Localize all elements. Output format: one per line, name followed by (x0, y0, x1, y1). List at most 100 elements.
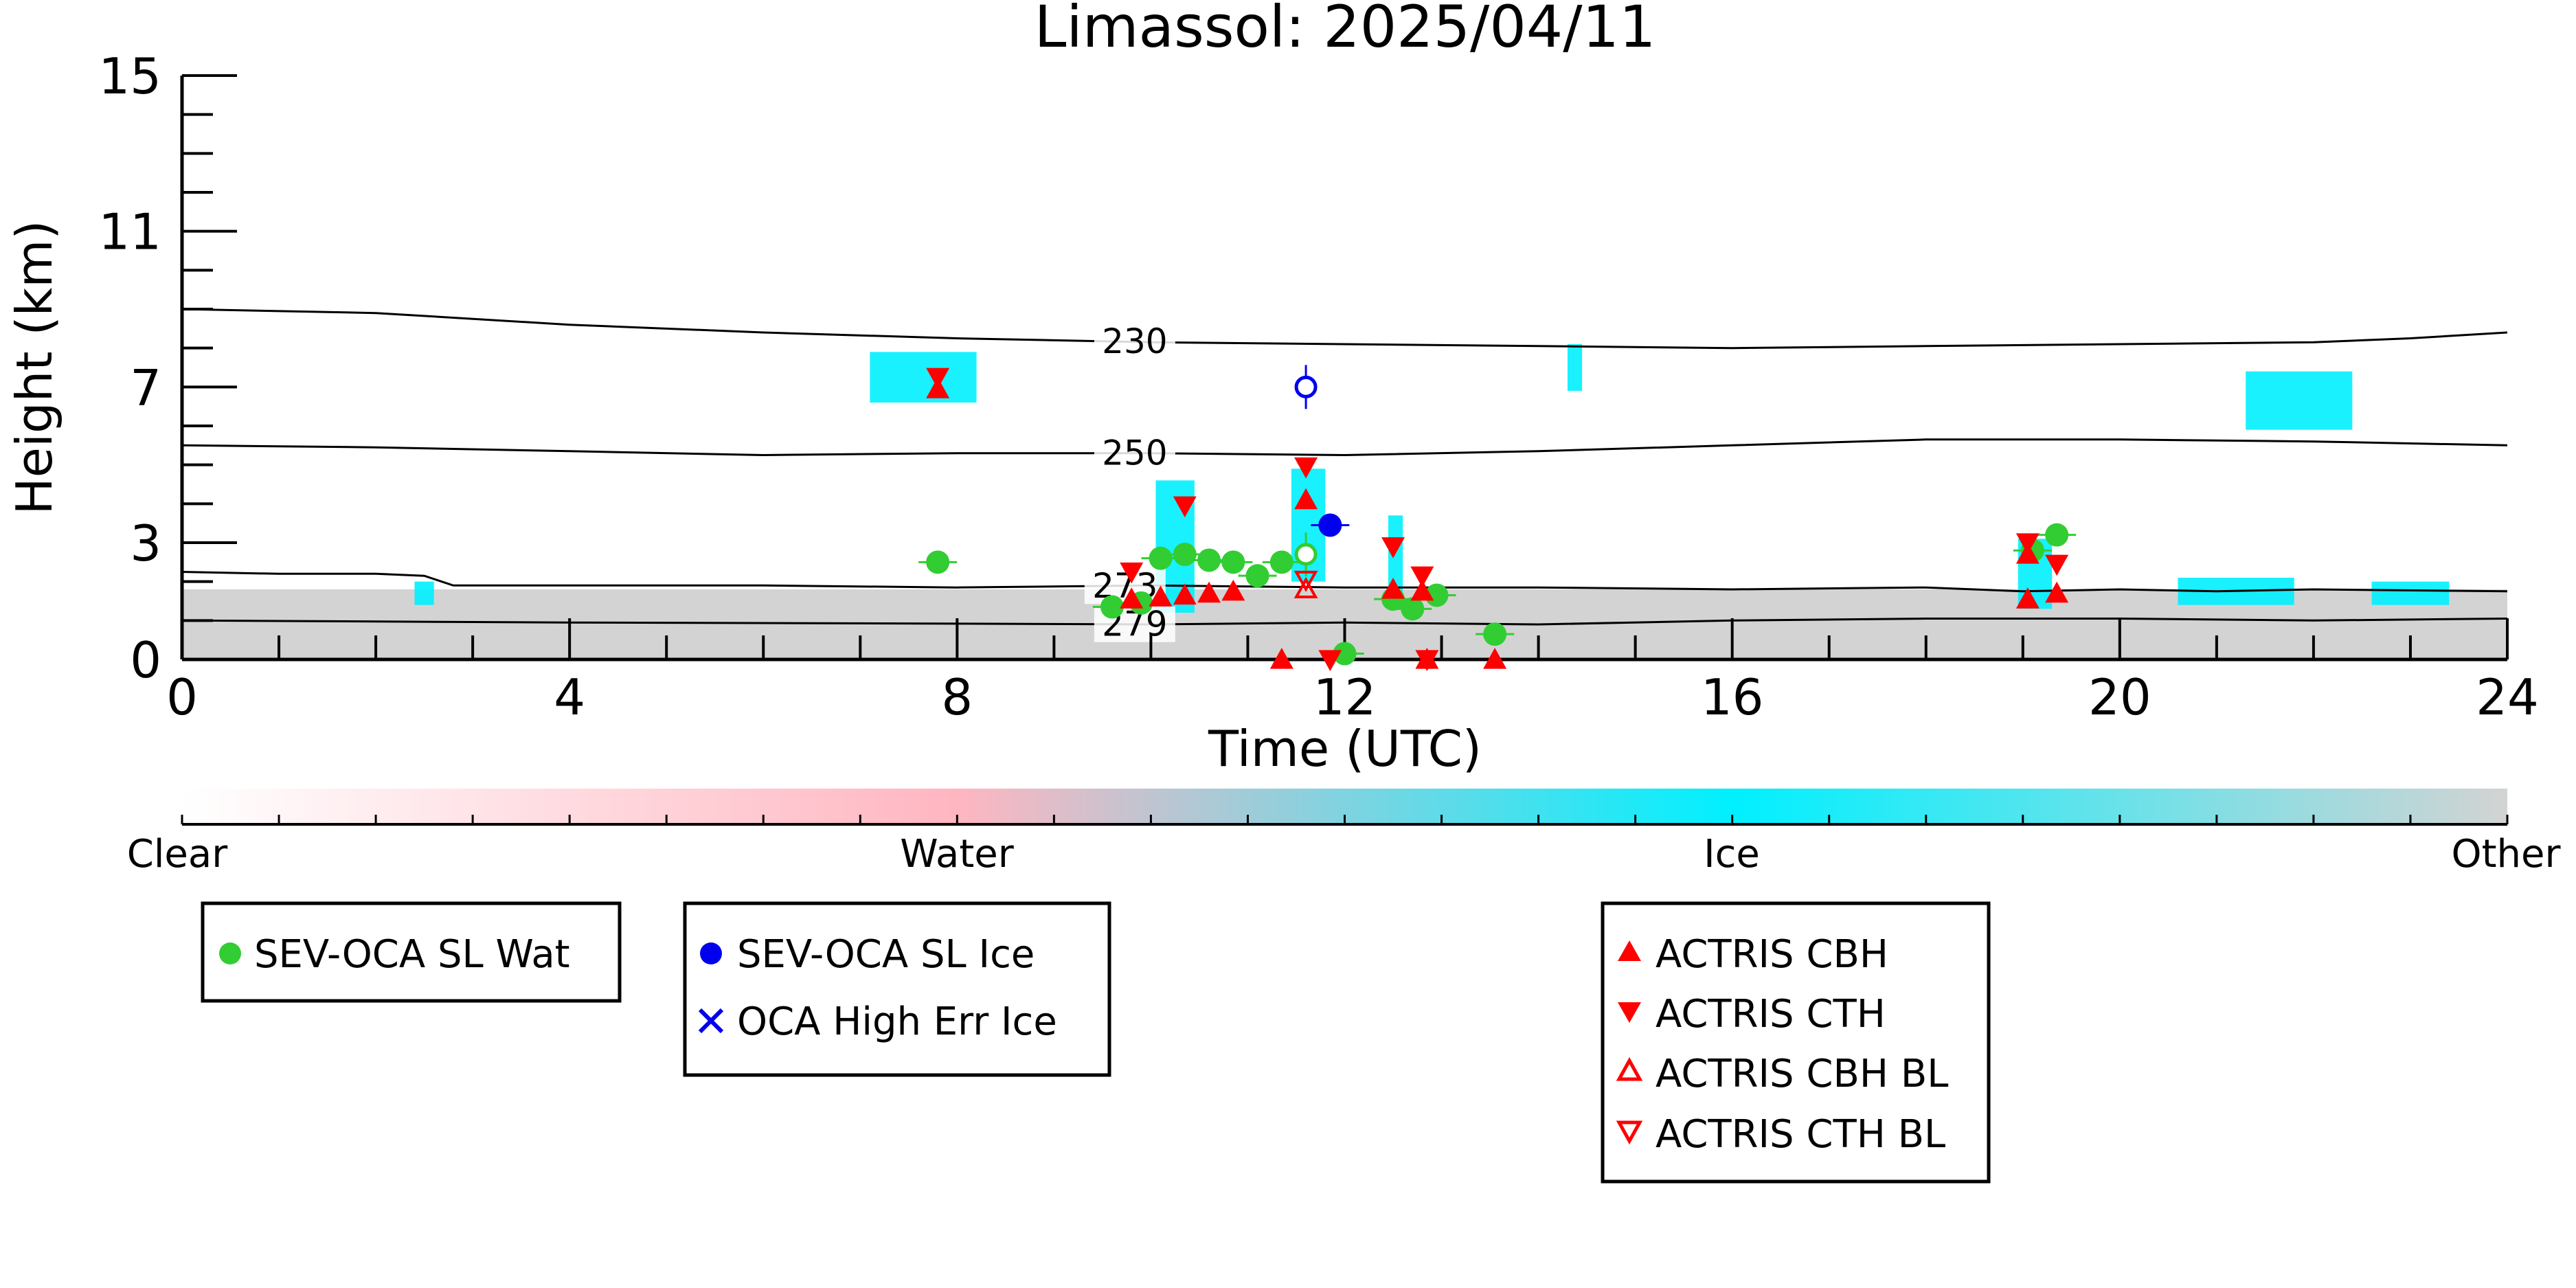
legend-sev-oca-ice: SEV-OCA SL Ice OCA High Err Ice (683, 901, 1111, 1077)
cloud-classification-field (182, 344, 2507, 659)
marker-filled-circle (1333, 642, 1357, 666)
y-tick-label: 7 (130, 359, 161, 416)
legend-box (683, 901, 1111, 1077)
marker-open-triangle-down (1293, 570, 1318, 592)
contour-label-bg (1094, 435, 1175, 471)
y-tick-label: 3 (130, 515, 161, 572)
marker-filled-circle (1100, 595, 1124, 619)
legend-label: ACTRIS CBH (1656, 932, 1888, 977)
legend-marker-triangle-up (1618, 940, 1641, 961)
legend-sev-oca-water: SEV-OCA SL Wat (201, 901, 622, 1003)
marker-triangle-down (926, 368, 950, 389)
legend-marker-open-triangle-down (1616, 1120, 1643, 1145)
marker-filled-circle (1245, 564, 1269, 588)
legend-box (1601, 901, 1991, 1184)
marker-triangle-down (2045, 554, 2069, 576)
legend-marker-filled-circle-green (219, 942, 241, 964)
marker-triangle-down (1318, 650, 1342, 671)
marker-filled-circle (1483, 622, 1507, 646)
legend-marker-open-triangle-up (1616, 1057, 1643, 1081)
marker-filled-circle (1318, 513, 1342, 537)
data-markers (918, 365, 2077, 671)
ice-cloud-patch (2371, 581, 2450, 605)
marker-triangle-down (1120, 562, 1144, 584)
marker-triangle-up (1221, 579, 1245, 601)
legend-label: OCA High Err Ice (737, 999, 1057, 1044)
legend-label: SEV-OCA SL Ice (737, 932, 1035, 977)
marker-filled-circle (1149, 546, 1173, 570)
marker-triangle-down (2015, 533, 2040, 554)
legend-marker-x-blue (698, 1008, 724, 1034)
x-tick-label: 4 (554, 668, 585, 726)
contour-label-bg (1084, 568, 1166, 605)
x-axis-label: Time (UTC) (1208, 720, 1482, 778)
marker-triangle-up (1483, 648, 1507, 669)
y-tick-label: 0 (130, 631, 161, 689)
legend-actris: ACTRIS CBH ACTRIS CTH ACTRIS CBH BL ACTR… (1601, 901, 1991, 1184)
ice-cloud-patch (1567, 344, 1583, 391)
chart-title: Limassol: 2025/04/11 (1035, 0, 1656, 60)
marker-open-triangle-up (1293, 576, 1318, 598)
marker-triangle-down (1415, 650, 1439, 671)
marker-filled-circle (1197, 548, 1221, 572)
colorbar-label-other: Other (2451, 832, 2561, 877)
y-tick-label: 15 (98, 47, 161, 105)
marker-triangle-up (1197, 581, 1221, 603)
contour-273 (182, 571, 2507, 593)
marker-triangle-down (1173, 496, 1197, 518)
marker-triangle-up (1173, 583, 1197, 605)
marker-triangle-up (1149, 585, 1173, 607)
marker-filled-circle (1173, 543, 1197, 566)
contour-label-230: 230 (1102, 321, 1167, 361)
marker-filled-circle (2045, 523, 2069, 547)
ice-cloud-patch (1388, 515, 1403, 601)
legend-label: ACTRIS CBH BL (1656, 1052, 1948, 1096)
legend-label: SEV-OCA SL Wat (254, 932, 570, 977)
x-tick-label: 20 (2088, 668, 2151, 726)
marker-triangle-up (1294, 488, 1318, 510)
legend-marker-triangle-down (1618, 1002, 1641, 1023)
x-tick-label: 12 (1313, 668, 1377, 726)
y-axis-label: Height (km) (5, 221, 63, 515)
marker-triangle-up (1120, 587, 1144, 609)
colorbar: Clear Water Ice Other (127, 789, 2561, 877)
colorbar-label-ice: Ice (1704, 832, 1760, 877)
marker-filled-circle (1269, 550, 1293, 574)
colorbar-label-water: Water (900, 832, 1015, 877)
contour-label-250: 250 (1102, 433, 1167, 473)
ice-cloud-patch (414, 581, 434, 605)
marker-filled-circle (1401, 597, 1425, 621)
marker-triangle-up (1381, 578, 1405, 599)
marker-filled-circle (1425, 583, 1449, 607)
marker-filled-circle (926, 550, 950, 574)
legend-marker-filled-circle-blue (700, 942, 722, 964)
marker-triangle-down (1294, 457, 1318, 479)
legend-label: ACTRIS CTH BL (1656, 1112, 1945, 1157)
ice-cloud-patch (2246, 371, 2353, 430)
marker-triangle-up (1410, 579, 1434, 601)
x-tick-label: 8 (941, 668, 973, 726)
marker-open-circle (1294, 375, 1318, 398)
marker-triangle-up (2045, 581, 2069, 603)
marker-triangle-up (1269, 648, 1293, 669)
axes: 0 3 7 11 15 0 4 8 12 16 20 24 (98, 47, 2538, 726)
contour-230 (182, 308, 2507, 350)
legend-label: ACTRIS CTH (1656, 992, 1886, 1037)
colorbar-label-clear: Clear (127, 832, 228, 877)
x-tick-label: 16 (1701, 668, 1764, 726)
contour-label-bg (1094, 323, 1175, 359)
x-tick-label: 0 (166, 668, 198, 726)
marker-triangle-down (1381, 537, 1405, 558)
colorbar-ticks (181, 815, 2509, 824)
contour-279 (182, 618, 2507, 626)
x-tick-label: 24 (2476, 668, 2539, 726)
contour-250 (182, 438, 2507, 457)
ice-cloud-patch (870, 352, 977, 403)
marker-triangle-up (2015, 587, 2040, 609)
marker-triangle-down (1410, 566, 1434, 588)
marker-filled-circle (1221, 550, 1245, 574)
legend-box (201, 901, 622, 1003)
y-tick-label: 11 (98, 203, 161, 261)
marker-open-circle (1294, 543, 1318, 566)
